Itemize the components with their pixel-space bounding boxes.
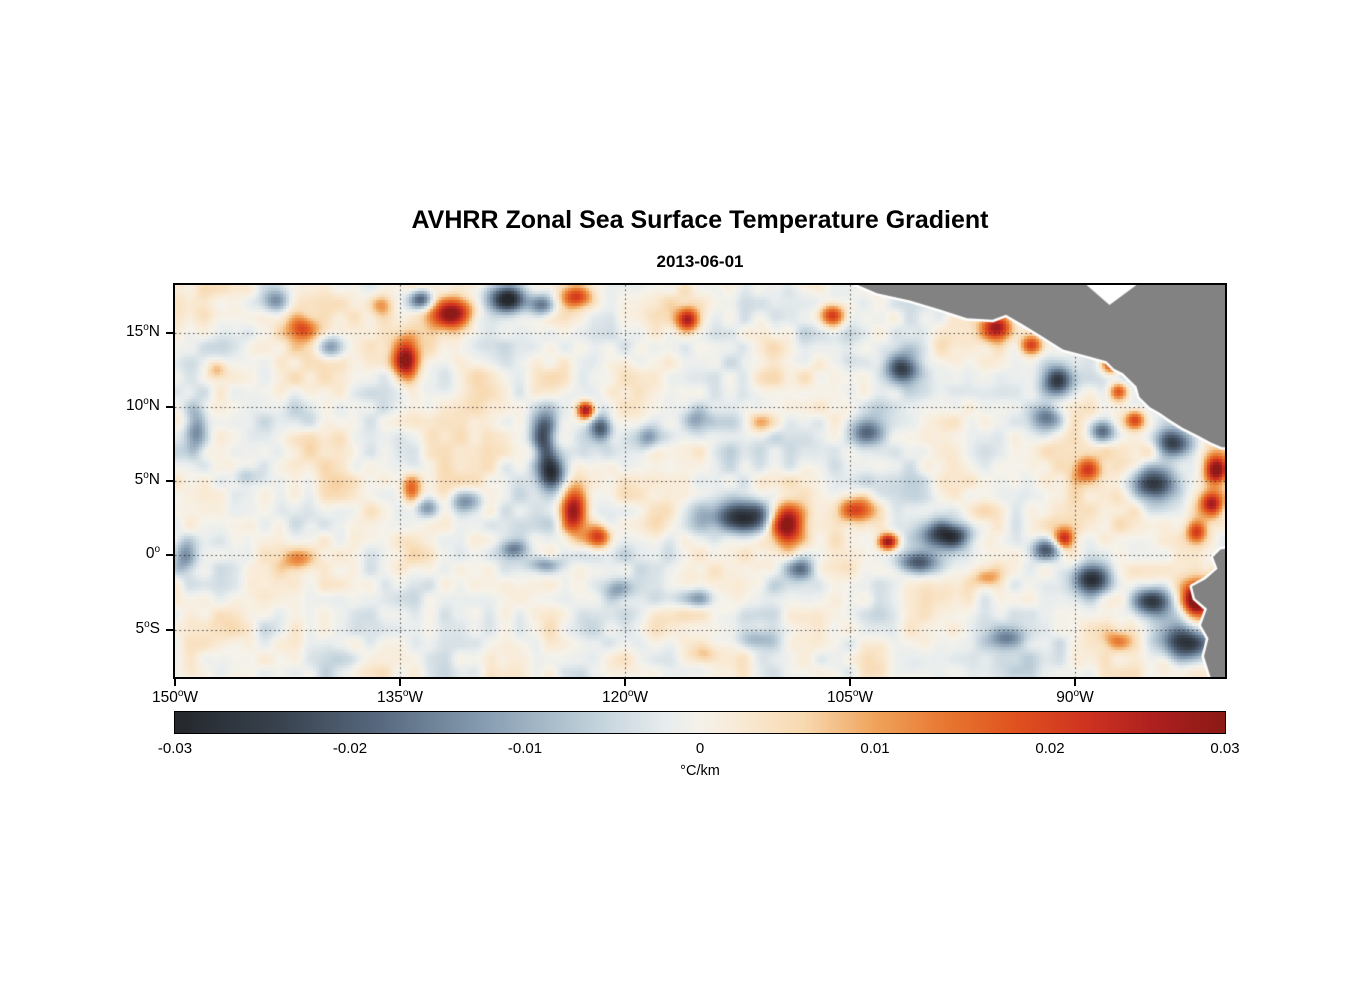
sst-gradient-heatmap xyxy=(175,285,1225,677)
degree-symbol: o xyxy=(143,396,149,407)
x-axis-tick-label: 105oW xyxy=(826,688,874,707)
degree-symbol: o xyxy=(143,470,149,481)
colorbar-tick-label: 0.02 xyxy=(1035,740,1065,757)
x-axis-tick-label: 135oW xyxy=(376,688,424,707)
y-axis-tick-mark xyxy=(166,629,173,631)
colorbar-tick-label: 0.03 xyxy=(1210,740,1240,757)
x-axis-tick-mark xyxy=(174,679,176,686)
x-axis-tick-mark xyxy=(849,679,851,686)
x-axis-tick-label: 120oW xyxy=(601,688,649,707)
colorbar-gradient xyxy=(175,712,1225,733)
y-axis-tick-label: 15oN xyxy=(125,322,160,341)
y-axis-tick-label: 5oN xyxy=(134,470,160,489)
degree-symbol: o xyxy=(402,688,409,699)
y-axis-tick-label: 5oS xyxy=(135,619,160,638)
colorbar-tick-label: -0.03 xyxy=(157,740,193,757)
degree-symbol: o xyxy=(627,688,634,699)
colorbar-tick-label: -0.01 xyxy=(507,740,543,757)
x-axis-tick-mark xyxy=(399,679,401,686)
y-axis-tick-label: 10oN xyxy=(125,396,160,415)
colorbar-unit-label: °C/km xyxy=(680,763,720,779)
y-axis-tick-mark xyxy=(166,554,173,556)
degree-symbol: o xyxy=(143,322,149,333)
x-axis-tick-mark xyxy=(624,679,626,686)
degree-symbol: o xyxy=(144,619,150,630)
y-axis-tick-mark xyxy=(166,480,173,482)
y-axis-tick-mark xyxy=(166,332,173,334)
degree-symbol: o xyxy=(177,688,184,699)
y-axis-tick-label: 0o xyxy=(145,544,160,563)
colorbar-tick-label: 0 xyxy=(695,740,705,757)
colorbar xyxy=(174,711,1226,734)
colorbar-tick-label: -0.02 xyxy=(332,740,368,757)
degree-symbol: o xyxy=(154,544,160,555)
y-axis-tick-mark xyxy=(166,406,173,408)
chart-title: AVHRR Zonal Sea Surface Temperature Grad… xyxy=(411,206,989,234)
x-axis-tick-label: 150oW xyxy=(151,688,199,707)
chart-subtitle: 2013-06-01 xyxy=(656,252,744,271)
map-axes xyxy=(173,283,1227,679)
x-axis-tick-mark xyxy=(1074,679,1076,686)
x-axis-tick-label: 90oW xyxy=(1056,688,1094,707)
colorbar-tick-label: 0.01 xyxy=(860,740,890,757)
degree-symbol: o xyxy=(852,688,859,699)
degree-symbol: o xyxy=(1073,688,1080,699)
